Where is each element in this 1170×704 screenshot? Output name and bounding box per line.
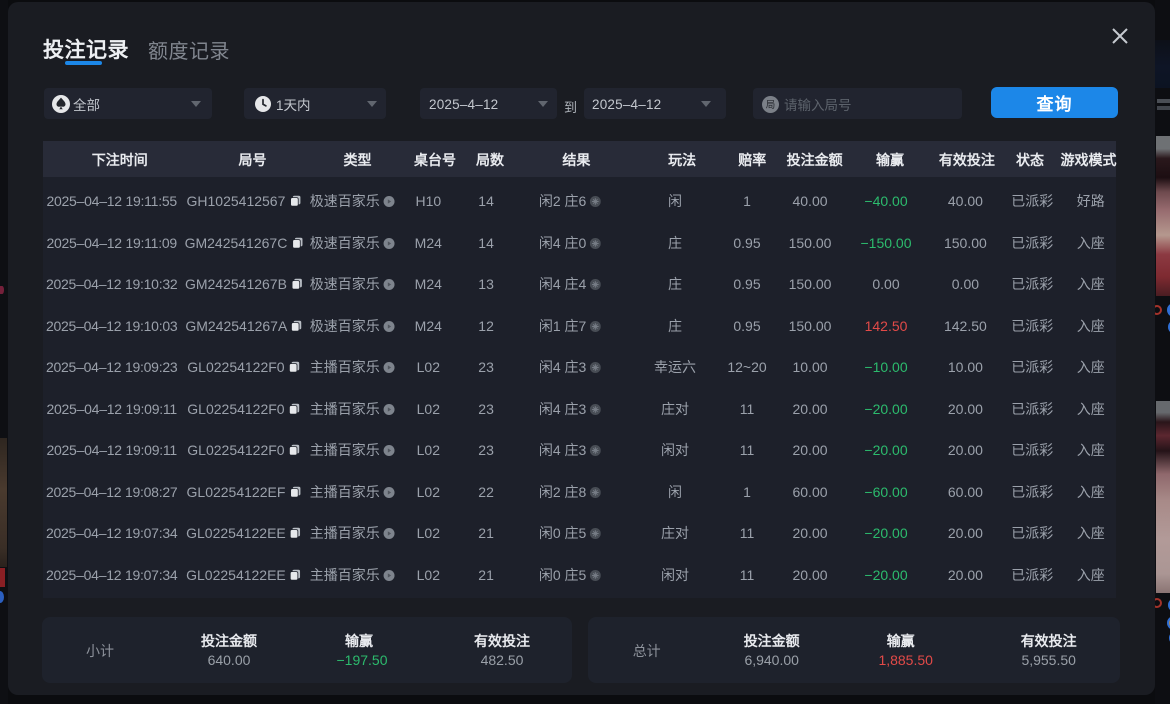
svg-text:局: 局 (766, 100, 776, 111)
